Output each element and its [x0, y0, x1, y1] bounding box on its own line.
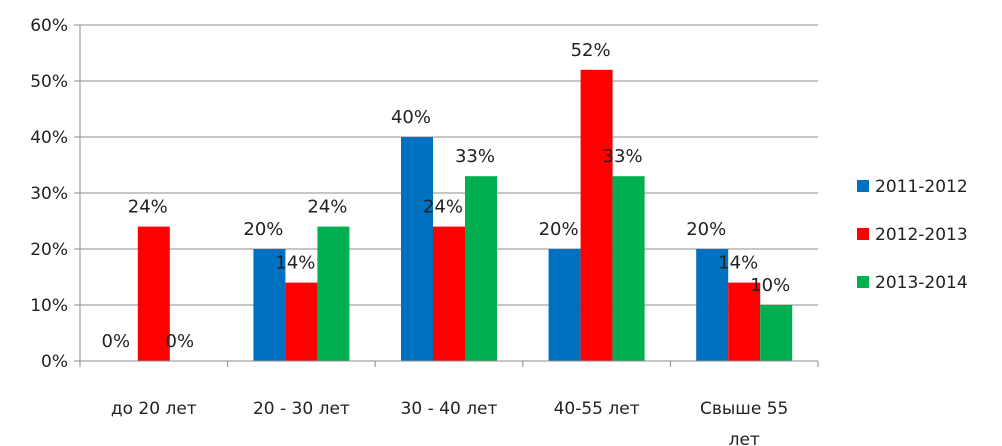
legend-label-2013-2014: 2013-2014 — [875, 273, 968, 293]
bar-2011-2012-5 — [696, 249, 729, 361]
data-label-2011-2012-4: 20% — [539, 219, 579, 240]
data-label-2012-2013-2: 14% — [275, 253, 315, 274]
data-label-2011-2012-2: 20% — [243, 219, 283, 240]
legend-swatch-2011-2012 — [857, 180, 869, 192]
x-category-label: 30 - 40 лет — [401, 399, 498, 419]
x-category-label: лет — [729, 430, 760, 446]
y-tick-label: 40% — [30, 128, 68, 148]
bar-2011-2012-3 — [401, 137, 433, 361]
bar-2013-2014-3 — [465, 176, 497, 361]
y-tick-label: 0% — [41, 352, 68, 372]
data-label-2012-2013-5: 14% — [718, 253, 758, 274]
bar-2012-2013-3 — [433, 226, 465, 361]
y-tick-label: 10% — [30, 296, 68, 316]
legend-label-2012-2013: 2012-2013 — [875, 225, 968, 245]
bar-2011-2012-4 — [548, 249, 581, 361]
data-label-2012-2013-1: 24% — [128, 197, 168, 218]
bar-2013-2014-2 — [317, 226, 350, 361]
y-tick-label: 50% — [30, 72, 68, 92]
data-label-2013-2014-5: 10% — [750, 275, 790, 296]
x-category-label: 20 - 30 лет — [253, 399, 350, 419]
x-axis-labels: до 20 лет 20 - 30 лет 30 - 40 лет 40-55 лет… — [111, 399, 789, 446]
y-tick-label: 20% — [30, 240, 68, 260]
legend-swatch-2012-2013 — [857, 228, 869, 240]
x-category-label: 40-55 лет — [554, 399, 640, 419]
legend-label-2011-2012: 2011-2012 — [875, 177, 968, 197]
x-category-label: Свыше 55 — [700, 399, 788, 419]
data-label-2013-2014-3: 33% — [455, 146, 495, 167]
y-tick-label: 30% — [30, 184, 68, 204]
bars — [137, 69, 793, 362]
bar-2011-2012-2 — [253, 249, 286, 361]
y-tick-label: 60% — [30, 16, 68, 36]
x-category-label: до 20 лет — [111, 399, 197, 419]
bar-2013-2014-5 — [760, 305, 793, 361]
legend: 2011-2012 2012-2013 2013-2014 — [857, 177, 968, 293]
data-label-2013-2014-2: 24% — [307, 197, 347, 218]
axes — [74, 24, 819, 367]
gridlines — [80, 24, 818, 306]
data-label-2011-2012-5: 20% — [686, 219, 726, 240]
y-axis-ticks: 0% 10% 20% 30% 40% 50% 60% — [30, 16, 68, 372]
data-label-2013-2014-4: 33% — [603, 146, 643, 167]
bar-2012-2013-5 — [728, 282, 761, 361]
data-label-2013-2014-1: 0% — [166, 331, 195, 352]
bar-2012-2013-4 — [580, 69, 613, 362]
data-label-2012-2013-3: 24% — [423, 197, 463, 218]
data-label-2011-2012-1: 0% — [102, 331, 131, 352]
bar-2012-2013-1 — [137, 226, 170, 361]
data-label-2012-2013-4: 52% — [571, 40, 611, 61]
bar-2012-2013-2 — [285, 282, 318, 361]
legend-swatch-2013-2014 — [857, 276, 869, 288]
data-labels: 0% 24% 0% 20% 14% 24% 40% 24% 33% 20% 52% 33% 20% 14%… — [102, 40, 791, 352]
data-label-2011-2012-3: 40% — [391, 107, 431, 128]
bar-2013-2014-4 — [612, 176, 645, 361]
